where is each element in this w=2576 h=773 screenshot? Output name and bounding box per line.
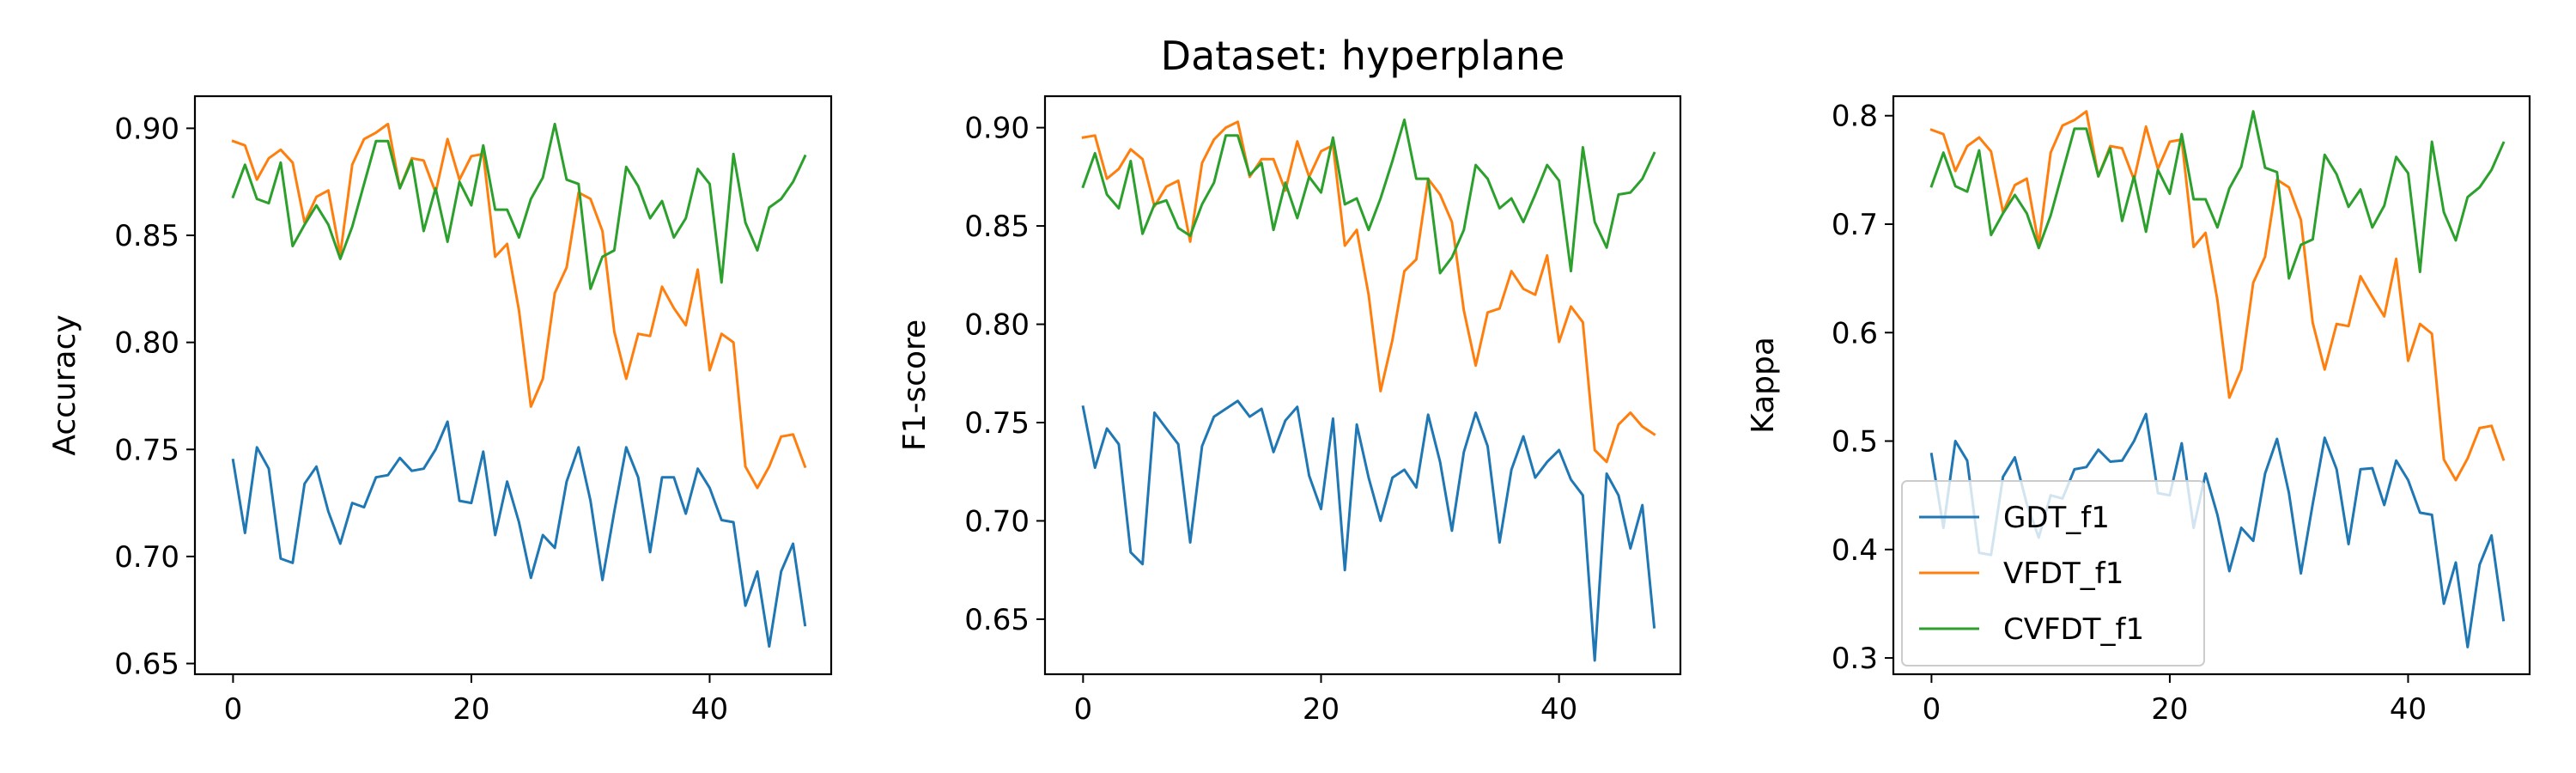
y-axis-label: Kappa	[1746, 337, 1781, 434]
y-tick-label: 0.75	[964, 406, 1030, 441]
figure-title: Dataset: hyperplane	[1160, 33, 1565, 79]
series-line-gdt-f1	[231, 420, 807, 648]
series-line-vfdt-f1	[1929, 110, 2506, 482]
x-tick-label: 0	[1074, 692, 1093, 727]
axes-frame	[1892, 94, 2531, 676]
x-tick-label: 20	[453, 692, 489, 727]
legend-label: VFDT_f1	[2003, 557, 2123, 591]
y-tick-label: 0.3	[1832, 642, 1878, 676]
y-tick-label: 0.80	[114, 326, 179, 361]
subplot-2: 0 20 40 0.65 0.70 0.75 0.80 0.85 0.90 F1-score	[897, 94, 1682, 727]
axes-frame	[193, 94, 833, 676]
x-tick-label: 20	[2151, 692, 2188, 727]
y-tick-label: 0.65	[964, 603, 1030, 637]
series-line-cvfdt-f1	[1081, 119, 1656, 275]
y-axis-label: F1-score	[897, 320, 933, 451]
y-tick-label: 0.5	[1832, 425, 1878, 460]
y-tick-label: 0.6	[1832, 316, 1878, 350]
x-tick-label: 40	[691, 692, 728, 727]
y-tick-label: 0.8	[1832, 100, 1878, 134]
y-tick-label: 0.75	[114, 433, 179, 467]
x-tick-label: 40	[2390, 692, 2427, 727]
series-line-cvfdt-f1	[231, 122, 807, 290]
series-line-vfdt-f1	[231, 122, 807, 490]
series-line-vfdt-f1	[1081, 120, 1656, 464]
y-tick-label: 0.85	[964, 210, 1030, 244]
legend-label: GDT_f1	[2003, 501, 2110, 535]
legend-box	[1901, 480, 2205, 666]
series-line-cvfdt-f1	[1929, 110, 2506, 280]
y-tick-label: 0.4	[1832, 533, 1878, 568]
subplot-1: 0 20 40 0.65 0.70 0.75 0.80 0.85 0.90 Accuracy	[47, 94, 833, 727]
y-tick-label: 0.85	[114, 219, 179, 253]
legend: GDT_f1 VFDT_f1 CVFDT_f1	[1901, 480, 2205, 666]
y-tick-label: 0.70	[964, 504, 1030, 539]
y-tick-label: 0.7	[1832, 208, 1878, 242]
y-tick-label: 0.90	[114, 112, 179, 146]
axes-frame	[1043, 94, 1682, 676]
y-tick-label: 0.90	[964, 112, 1030, 146]
x-tick-label: 0	[224, 692, 243, 727]
legend-label: CVFDT_f1	[2003, 612, 2144, 647]
x-tick-label: 20	[1303, 692, 1340, 727]
series-line-gdt-f1	[1081, 399, 1656, 662]
x-tick-label: 0	[1923, 692, 1941, 727]
y-tick-label: 0.80	[964, 308, 1030, 343]
x-tick-label: 40	[1540, 692, 1577, 727]
y-axis-label: Accuracy	[47, 314, 82, 455]
y-tick-label: 0.65	[114, 648, 179, 682]
subplot-3: 0 20 40 0.3 0.4 0.5 0.6 0.7 0.8 Kappa GDT_f1 VFDT_f…	[1746, 94, 2531, 727]
y-tick-label: 0.70	[114, 540, 179, 575]
